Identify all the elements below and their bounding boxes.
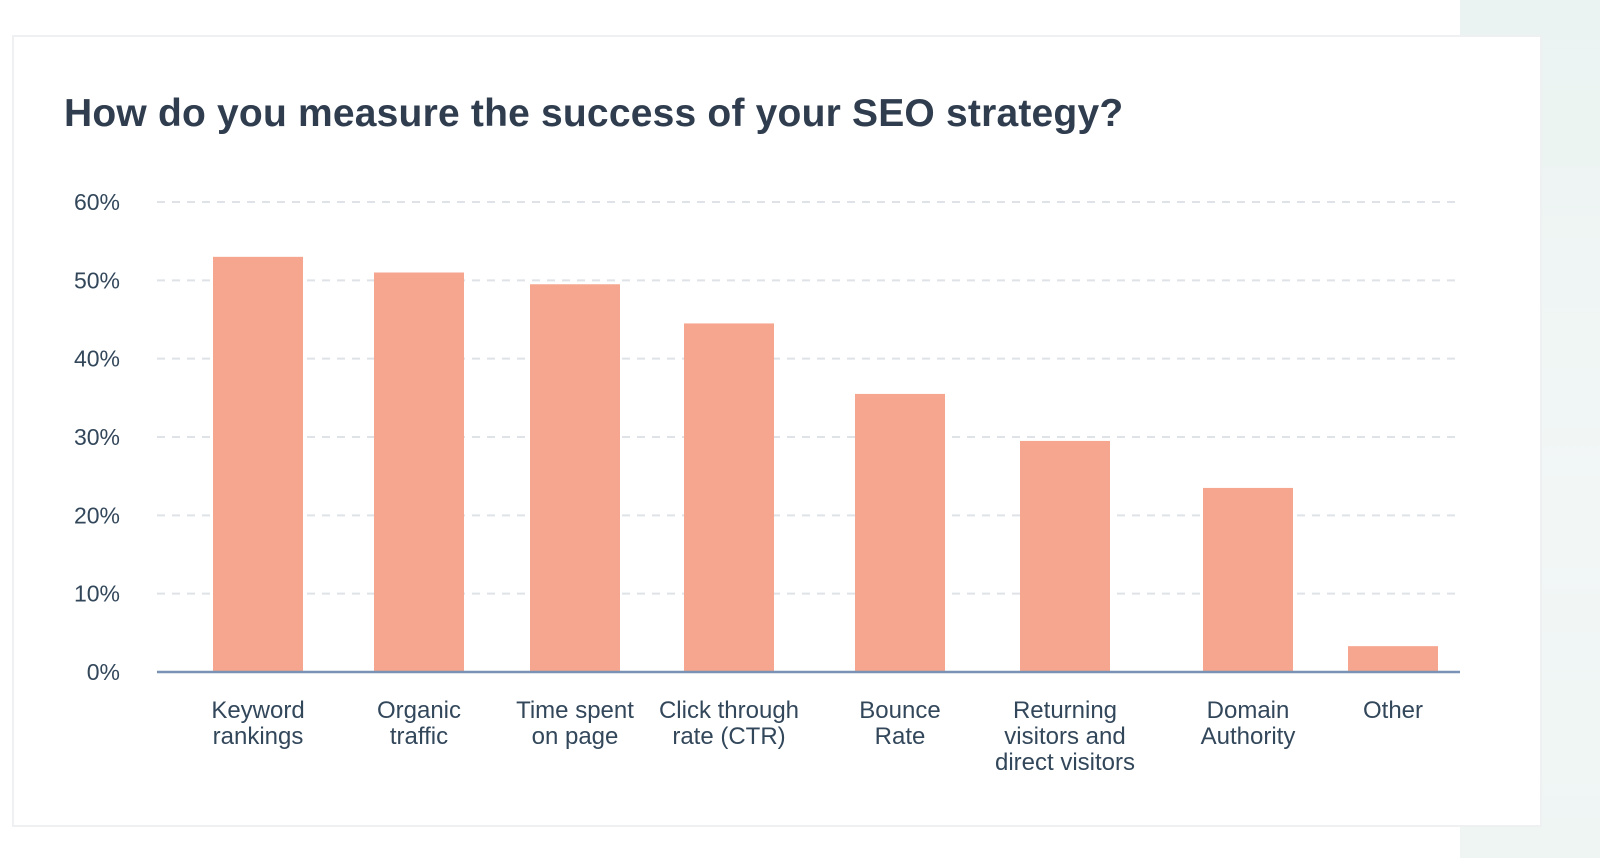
bar [1203,487,1293,672]
x-tick-label: Returning visitors and direct visitors [995,697,1135,776]
y-tick-label: 30% [74,424,120,450]
y-tick-label: 10% [74,581,120,607]
bar [213,256,303,672]
x-tick-label: Domain Authority [1201,697,1296,750]
bar [855,393,945,672]
chart-title: How do you measure the success of your S… [64,92,1124,135]
x-tick-label: Click through rate (CTR) [659,697,799,750]
bar [374,272,464,672]
bar [1020,440,1110,672]
y-tick-label: 40% [74,346,120,372]
x-tick-label: Bounce Rate [859,697,940,750]
x-tick-label: Keyword rankings [211,697,304,750]
x-tick-label: Time spent on page [516,697,634,750]
bar [1348,646,1438,672]
y-tick-label: 60% [74,189,120,215]
x-tick-label: Other [1363,697,1423,724]
bar [530,284,620,672]
bar [684,323,774,672]
y-tick-label: 50% [74,267,120,293]
y-tick-label: 0% [87,659,120,685]
x-tick-label: Organic traffic [377,697,461,750]
y-tick-label: 20% [74,502,120,528]
